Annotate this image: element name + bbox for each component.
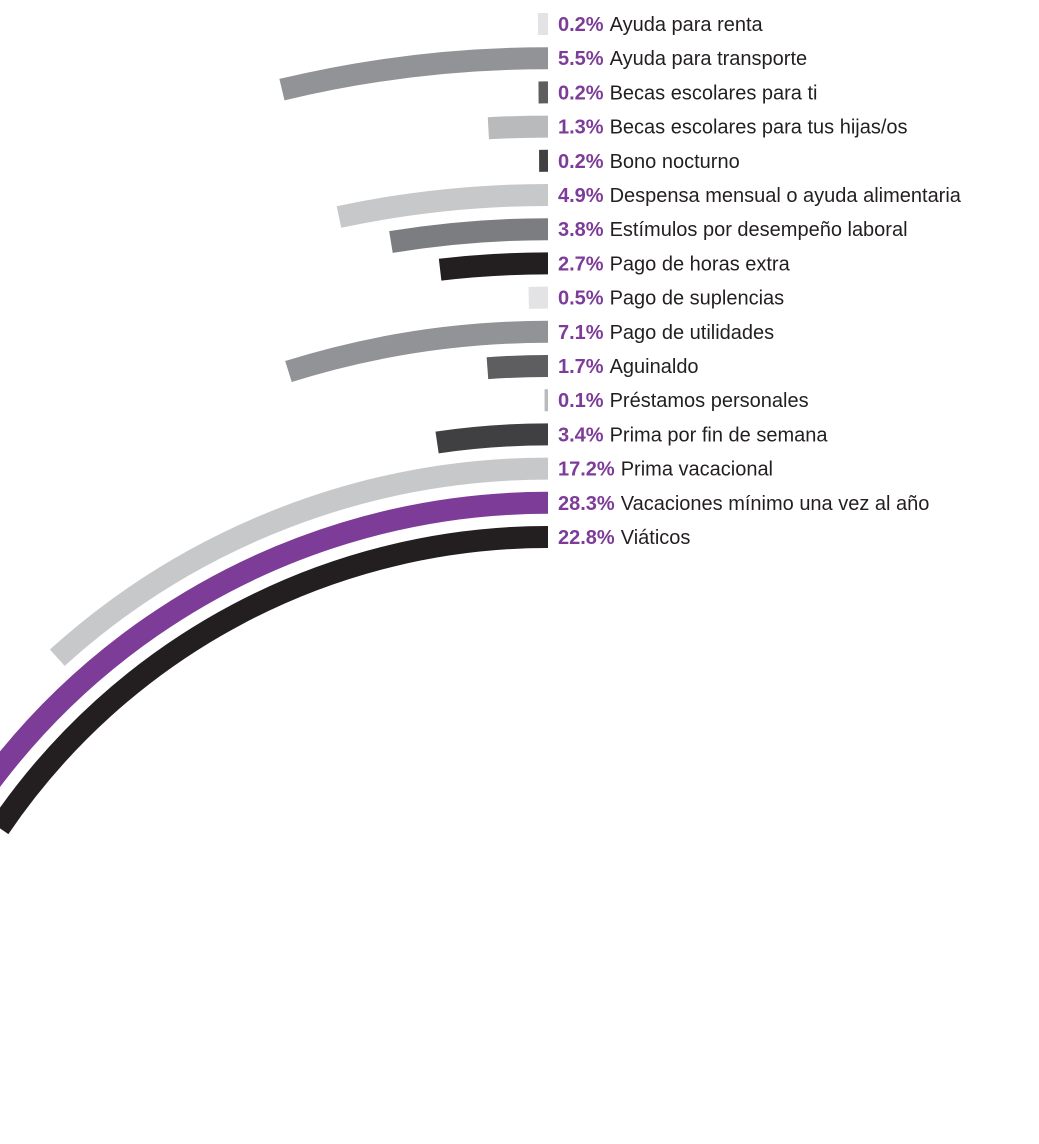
category-label: Bono nocturno bbox=[610, 151, 740, 173]
category-label: Viáticos bbox=[621, 527, 691, 549]
category-label: Pago de suplencias bbox=[610, 288, 785, 310]
category-label: Aguinaldo bbox=[610, 356, 699, 378]
radial-bar bbox=[435, 423, 549, 454]
radial-bar bbox=[0, 526, 549, 835]
category-label: Becas escolares para tus hijas/os bbox=[610, 117, 908, 139]
category-label: Becas escolares para ti bbox=[610, 82, 818, 104]
bar-label: 0.2% Ayuda para renta bbox=[558, 14, 764, 36]
category-label: Préstamos personales bbox=[610, 390, 809, 412]
radial-bar bbox=[0, 491, 549, 788]
category-label: Despensa mensual o ayuda alimentaria bbox=[610, 185, 962, 207]
category-label: Pago de horas extra bbox=[610, 253, 791, 275]
category-label: Prima por fin de semana bbox=[610, 424, 829, 446]
bar-label: 0.1% Préstamos personales bbox=[558, 390, 809, 412]
bar-label: 3.4% Prima por fin de semana bbox=[558, 424, 828, 446]
bar-label: 17.2% Prima vacacional bbox=[558, 459, 773, 481]
radial-bar bbox=[389, 218, 549, 253]
value-label: 4.9% bbox=[558, 185, 604, 207]
value-label: 3.8% bbox=[558, 219, 604, 241]
bar-label: 4.9% Despensa mensual o ayuda alimentaria bbox=[558, 185, 962, 207]
radial-bar bbox=[285, 320, 549, 383]
value-label: 17.2% bbox=[558, 459, 615, 481]
value-label: 0.1% bbox=[558, 390, 604, 412]
bar-label: 7.1% Pago de utilidades bbox=[558, 322, 774, 344]
bar-label: 3.8% Estímulos por desempeño laboral bbox=[558, 219, 908, 241]
bar-label: 0.2% Becas escolares para ti bbox=[558, 82, 817, 104]
value-label: 0.2% bbox=[558, 82, 604, 104]
value-label: 1.7% bbox=[558, 356, 604, 378]
radial-bar bbox=[49, 457, 549, 666]
value-label: 7.1% bbox=[558, 322, 604, 344]
radial-bar bbox=[336, 184, 549, 228]
radial-bar bbox=[486, 354, 549, 380]
value-label: 5.5% bbox=[558, 48, 604, 70]
radial-bar bbox=[438, 252, 549, 281]
category-label: Prima vacacional bbox=[621, 459, 773, 481]
bar-label: 0.2% Bono nocturno bbox=[558, 151, 740, 173]
value-label: 3.4% bbox=[558, 424, 604, 446]
bar-label: 2.7% Pago de horas extra bbox=[558, 253, 791, 275]
bar-label: 1.7% Aguinaldo bbox=[558, 356, 699, 378]
category-label: Ayuda para renta bbox=[610, 14, 764, 36]
category-label: Estímulos por desempeño laboral bbox=[610, 219, 908, 241]
value-label: 1.3% bbox=[558, 117, 604, 139]
value-label: 0.2% bbox=[558, 151, 604, 173]
value-label: 22.8% bbox=[558, 527, 615, 549]
bar-label: 22.8% Viáticos bbox=[558, 527, 690, 549]
category-label: Vacaciones mínimo una vez al año bbox=[621, 493, 930, 515]
bar-label: 5.5% Ayuda para transporte bbox=[558, 48, 807, 70]
value-label: 0.5% bbox=[558, 288, 604, 310]
value-label: 28.3% bbox=[558, 493, 615, 515]
bar-label: 28.3% Vacaciones mínimo una vez al año bbox=[558, 493, 929, 515]
radial-bar bbox=[487, 115, 549, 140]
bar-label: 0.5% Pago de suplencias bbox=[558, 288, 784, 310]
category-label: Ayuda para transporte bbox=[610, 48, 808, 70]
value-label: 2.7% bbox=[558, 253, 604, 275]
bar-label: 1.3% Becas escolares para tus hijas/os bbox=[558, 117, 908, 139]
value-label: 0.2% bbox=[558, 14, 604, 36]
category-label: Pago de utilidades bbox=[610, 322, 775, 344]
radial-bar bbox=[279, 47, 549, 101]
